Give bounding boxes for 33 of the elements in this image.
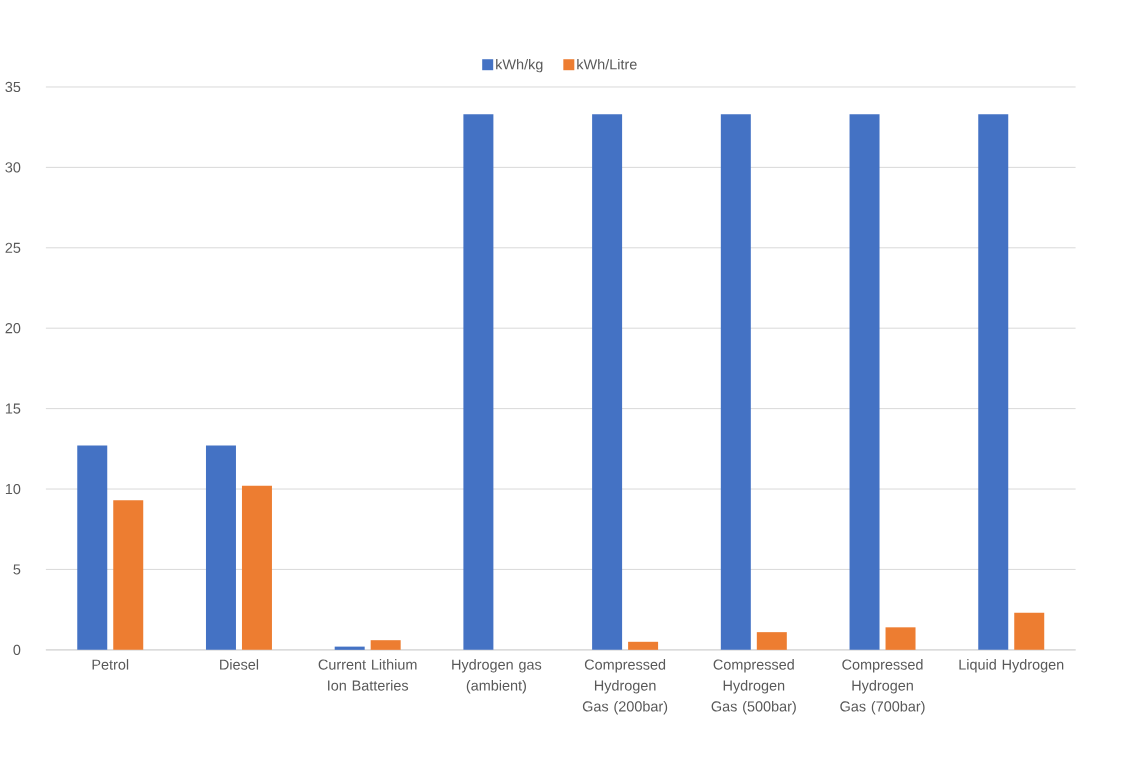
bar (978, 114, 1009, 650)
bar (334, 646, 365, 650)
bar (1014, 612, 1045, 650)
bar (592, 114, 623, 650)
y-tick-label: 15 (5, 403, 21, 414)
y-tick-label: 35 (5, 81, 21, 93)
x-tick-label: Hydrogen gas (ambient) (452, 659, 542, 694)
bar (849, 114, 880, 650)
bar (720, 114, 751, 650)
bar (113, 500, 144, 650)
x-tick-label: Compressed Hydrogen Gas (700bar) (840, 659, 925, 715)
legend-label: kWh/kg (496, 58, 543, 73)
legend-label: kWh/Litre (577, 58, 637, 70)
bar (205, 445, 236, 650)
x-tick-label: Compressed Hydrogen Gas (500bar) (711, 659, 796, 715)
y-tick-label: 20 (5, 323, 21, 334)
bar (463, 114, 494, 650)
x-tick-label: Compressed Hydrogen Gas (200bar) (582, 659, 668, 715)
bar (756, 632, 787, 650)
x-tick-label: Current Lithium Ion Batteries (318, 659, 417, 691)
x-tick-label: Petrol (92, 659, 129, 670)
bar (77, 445, 108, 650)
y-tick-label: 30 (5, 162, 21, 173)
bar (241, 485, 272, 650)
bar (628, 641, 659, 650)
y-tick-label: 0 (13, 644, 21, 656)
bar (370, 640, 401, 650)
bar (885, 627, 916, 650)
y-tick-label: 25 (5, 242, 21, 253)
y-tick-label: 5 (13, 564, 21, 575)
x-tick-label: Liquid Hydrogen (959, 659, 1064, 673)
x-tick-label: Diesel (220, 659, 259, 670)
y-tick-label: 10 (5, 484, 21, 495)
